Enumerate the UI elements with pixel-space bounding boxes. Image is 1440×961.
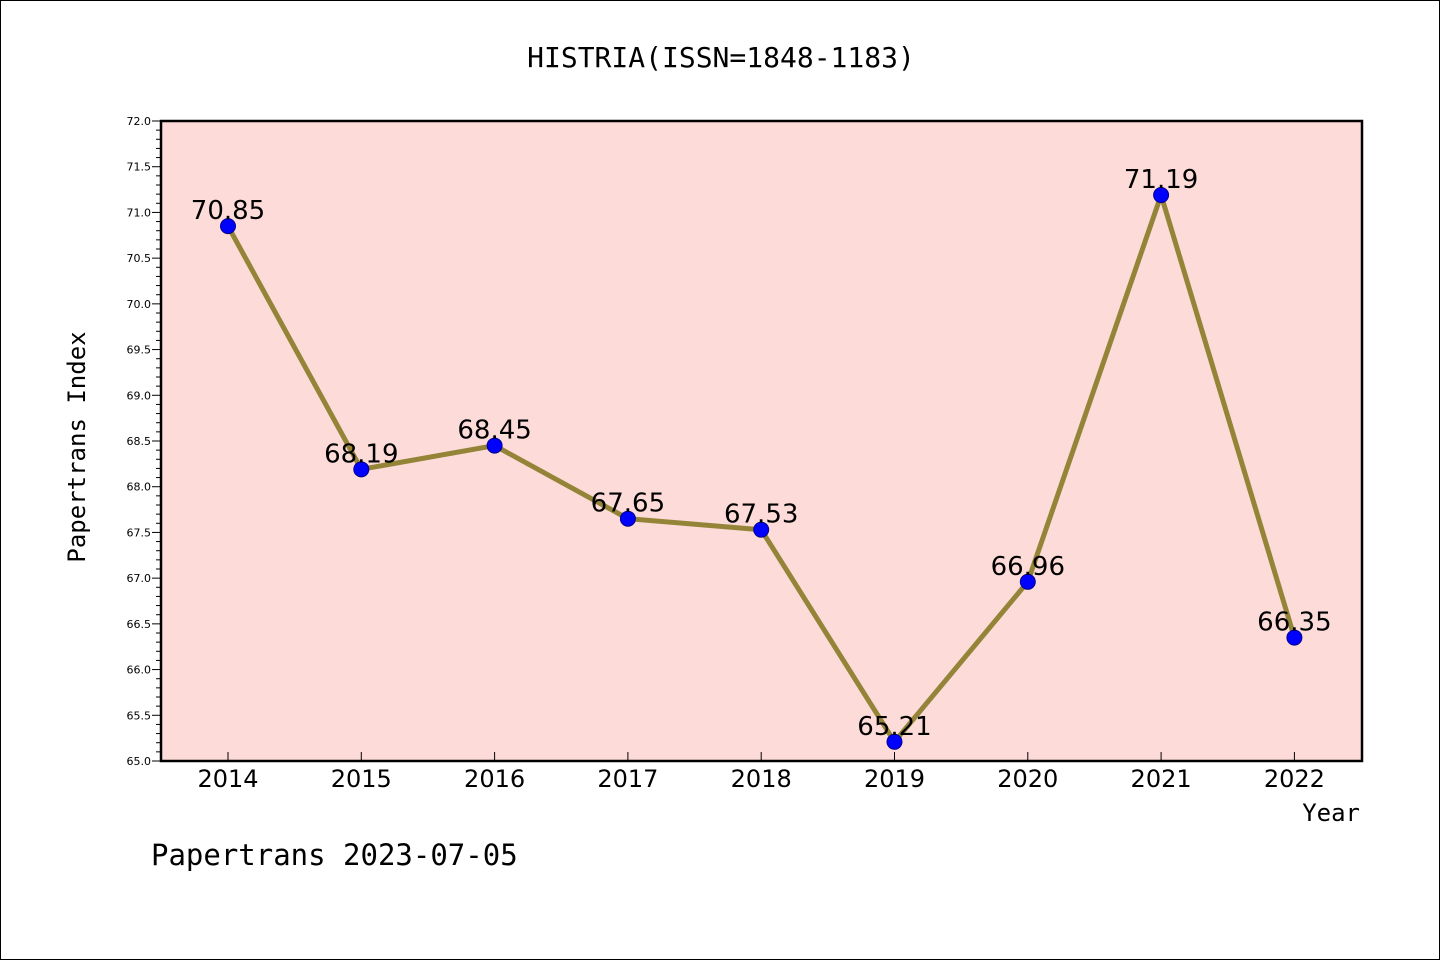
x-tick-label: 2017 bbox=[597, 765, 658, 793]
plot-area bbox=[161, 121, 1362, 761]
y-tick-label: 68.5 bbox=[127, 435, 152, 448]
y-tick-label: 66.5 bbox=[127, 618, 152, 631]
x-axis-label: Year bbox=[1302, 799, 1360, 827]
data-point bbox=[1286, 629, 1303, 646]
x-tick-label: 2018 bbox=[731, 765, 792, 793]
x-tick-label: 2019 bbox=[864, 765, 925, 793]
y-tick-label: 71.0 bbox=[127, 206, 152, 219]
y-tick-label: 71.5 bbox=[127, 161, 152, 174]
data-point bbox=[353, 461, 370, 478]
y-tick-label: 69.5 bbox=[127, 344, 152, 357]
data-point bbox=[619, 510, 636, 527]
data-label: 71.19 bbox=[1124, 165, 1198, 195]
y-tick-label: 67.0 bbox=[127, 572, 152, 585]
data-point bbox=[886, 733, 903, 750]
y-axis: 65.0 65.5 66.0 66.5 67.0 67.5 68.0 68.5 69.0 69.5… bbox=[127, 115, 161, 768]
data-label: 65.21 bbox=[857, 712, 931, 742]
y-tick-label: 65.0 bbox=[127, 755, 152, 768]
x-tick-label: 2016 bbox=[464, 765, 525, 793]
x-axis: 2014 2015 2016 2017 2018 2019 2020 2021 2022 bbox=[197, 752, 1325, 793]
x-tick-label: 2021 bbox=[1131, 765, 1192, 793]
x-tick-label: 2022 bbox=[1264, 765, 1325, 793]
x-tick-label: 2015 bbox=[331, 765, 392, 793]
chart-title: HISTRIA(ISSN=1848-1183) bbox=[527, 41, 915, 74]
plot-frame bbox=[159, 119, 1364, 763]
y-tick-label: 65.5 bbox=[127, 709, 152, 722]
data-point bbox=[753, 521, 770, 538]
data-label: 67.65 bbox=[591, 489, 665, 519]
y-tick-label: 69.0 bbox=[127, 389, 152, 402]
data-label: 70.85 bbox=[191, 196, 265, 226]
y-tick-label: 70.0 bbox=[127, 298, 152, 311]
footer-text: Papertrans 2023-07-05 bbox=[151, 838, 518, 872]
data-label: 67.53 bbox=[724, 500, 798, 530]
y-tick-label: 68.0 bbox=[127, 481, 152, 494]
data-point bbox=[1153, 187, 1170, 204]
data-label: 66.35 bbox=[1257, 608, 1331, 638]
y-tick-label: 72.0 bbox=[127, 115, 152, 128]
data-point bbox=[1019, 573, 1036, 590]
data-label: 66.96 bbox=[991, 552, 1065, 582]
y-tick-label: 67.5 bbox=[127, 526, 152, 539]
data-label: 68.45 bbox=[457, 416, 531, 446]
data-point bbox=[486, 437, 503, 454]
data-point bbox=[220, 218, 236, 235]
y-tick-label: 70.5 bbox=[127, 252, 152, 265]
data-label: 68.19 bbox=[324, 439, 398, 469]
x-tick-label: 2020 bbox=[997, 765, 1058, 793]
y-tick-label: 66.0 bbox=[127, 664, 152, 677]
series-group: 70.85 68.19 68.45 67.65 67.53 65.21 66.96 71.19… bbox=[191, 165, 1332, 750]
x-tick-label: 2014 bbox=[197, 765, 258, 793]
y-axis-label: Papertrans Index bbox=[63, 331, 91, 562]
